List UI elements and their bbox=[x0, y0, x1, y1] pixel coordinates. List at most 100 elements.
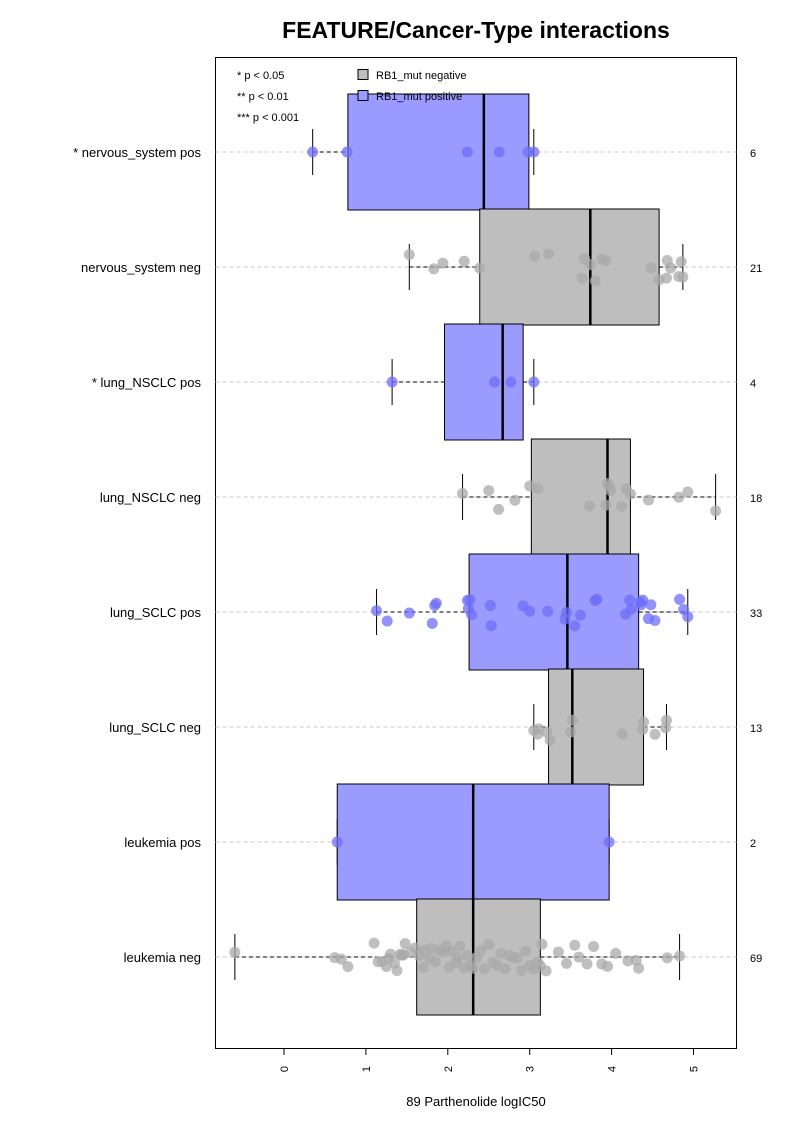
data-point bbox=[542, 605, 554, 617]
legend-group-label: RB1_mut positive bbox=[376, 91, 462, 103]
group-label: lung_NSCLC neg bbox=[100, 490, 201, 505]
group-label: lung_SCLC pos bbox=[110, 605, 202, 620]
x-tick-label: 1 bbox=[361, 1066, 373, 1072]
data-point bbox=[633, 962, 645, 974]
data-point bbox=[665, 262, 677, 274]
group-count: 33 bbox=[750, 608, 762, 620]
data-point bbox=[493, 503, 505, 515]
data-point bbox=[574, 609, 586, 621]
data-point bbox=[540, 965, 552, 977]
data-point bbox=[528, 376, 540, 388]
data-point bbox=[536, 938, 548, 950]
data-point bbox=[479, 963, 491, 975]
group-label: leukemia neg bbox=[124, 950, 201, 965]
data-point bbox=[602, 960, 614, 972]
box-iqr bbox=[444, 323, 524, 441]
data-point bbox=[581, 958, 593, 970]
data-point bbox=[682, 486, 694, 498]
significance-legend-item: ** p < 0.01 bbox=[237, 91, 289, 103]
data-point bbox=[616, 728, 628, 740]
data-point bbox=[682, 611, 694, 623]
data-point bbox=[638, 716, 650, 728]
significance-legend-item: *** p < 0.001 bbox=[237, 112, 299, 124]
data-point bbox=[458, 255, 470, 267]
data-point bbox=[674, 593, 686, 605]
data-point bbox=[342, 961, 354, 973]
data-point bbox=[430, 597, 442, 609]
significance-legend-item: * p < 0.05 bbox=[237, 70, 284, 82]
data-point bbox=[624, 594, 636, 606]
box-iqr bbox=[479, 208, 660, 326]
box-iqr bbox=[548, 668, 645, 786]
data-point bbox=[464, 594, 476, 606]
data-point bbox=[371, 605, 383, 617]
data-point bbox=[576, 272, 588, 284]
data-point bbox=[499, 963, 511, 975]
data-point bbox=[467, 962, 479, 974]
legend-group-label: RB1_mut negative bbox=[376, 70, 467, 82]
data-point bbox=[565, 726, 577, 738]
data-point bbox=[529, 250, 541, 262]
data-point bbox=[573, 951, 585, 963]
data-point bbox=[417, 961, 429, 973]
legend: * p < 0.05 ** p < 0.01 *** p < 0.001 RB1_mu… bbox=[237, 69, 467, 124]
data-point bbox=[622, 955, 634, 967]
data-point bbox=[543, 248, 555, 260]
data-point bbox=[386, 376, 398, 388]
data-point bbox=[600, 255, 612, 267]
box-iqr bbox=[468, 553, 640, 671]
x-axis: 0 1 2 3 4 5 bbox=[279, 1048, 701, 1072]
data-point bbox=[426, 617, 438, 629]
data-point bbox=[649, 615, 661, 627]
data-point bbox=[675, 256, 687, 268]
data-point bbox=[561, 957, 573, 969]
data-point bbox=[484, 599, 496, 611]
group-labels: * nervous_system pos 6 nervous_system neg 2… bbox=[73, 145, 762, 965]
data-point bbox=[588, 941, 600, 953]
data-point bbox=[425, 942, 437, 954]
data-point bbox=[661, 952, 673, 964]
x-tick-label: 3 bbox=[525, 1066, 537, 1072]
group-count: 6 bbox=[750, 148, 756, 160]
data-point bbox=[674, 950, 686, 962]
legend-swatch bbox=[357, 69, 369, 80]
data-point bbox=[520, 945, 532, 957]
data-point bbox=[583, 500, 595, 512]
data-point bbox=[428, 263, 440, 275]
data-point bbox=[483, 485, 495, 497]
data-point bbox=[403, 607, 415, 619]
x-tick-label: 5 bbox=[689, 1066, 701, 1072]
x-tick-label: 2 bbox=[443, 1066, 455, 1072]
data-point bbox=[437, 257, 449, 269]
data-point bbox=[474, 262, 486, 274]
group-count: 21 bbox=[750, 263, 762, 275]
data-point bbox=[381, 615, 393, 627]
data-points bbox=[229, 146, 722, 977]
data-point bbox=[454, 940, 466, 952]
data-point bbox=[488, 376, 500, 388]
data-point bbox=[569, 620, 581, 632]
data-point bbox=[642, 494, 654, 506]
data-point bbox=[660, 272, 672, 284]
group-count: 69 bbox=[750, 953, 762, 965]
data-point bbox=[645, 599, 657, 611]
group-count: 2 bbox=[750, 838, 756, 850]
data-point bbox=[341, 146, 353, 158]
legend-swatch bbox=[357, 90, 369, 101]
data-point bbox=[660, 714, 672, 726]
data-point bbox=[589, 275, 601, 287]
group-count: 18 bbox=[750, 493, 762, 505]
box-iqr bbox=[530, 438, 631, 556]
data-point bbox=[335, 953, 347, 965]
x-tick-label: 4 bbox=[607, 1066, 619, 1072]
data-point bbox=[605, 485, 617, 497]
data-point bbox=[649, 728, 661, 740]
data-point bbox=[603, 836, 615, 848]
data-point bbox=[457, 487, 469, 499]
data-point bbox=[368, 937, 380, 949]
data-point bbox=[483, 939, 495, 951]
group-label: * lung_NSCLC pos bbox=[92, 375, 202, 390]
group-label: nervous_system neg bbox=[81, 260, 201, 275]
data-point bbox=[569, 939, 581, 951]
